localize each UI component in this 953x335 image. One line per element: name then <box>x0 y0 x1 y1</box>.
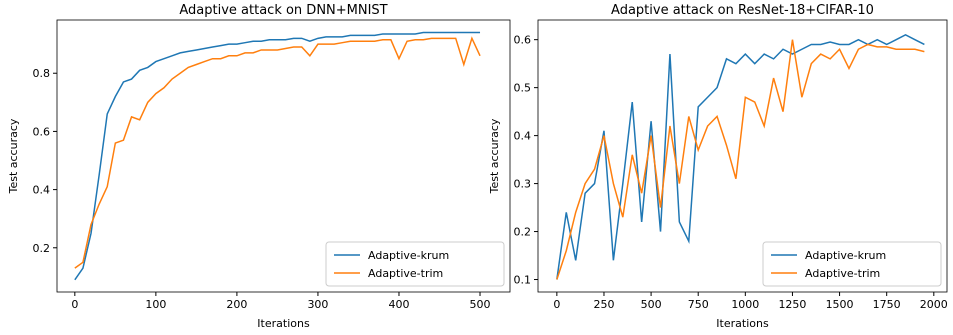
x-tick-label: 100 <box>145 298 166 311</box>
x-axis-label: Iterations <box>716 317 769 330</box>
subplot: Adaptive attack on ResNet-18+CIFAR-10 Ite… <box>488 3 948 330</box>
x-tick-label: 1750 <box>873 298 901 311</box>
legend-label: Adaptive-krum <box>368 249 449 262</box>
x-tick-label: 0 <box>71 298 78 311</box>
legend-label: Adaptive-trim <box>368 267 443 280</box>
data-line <box>556 34 925 280</box>
x-tick-label: 1500 <box>826 298 854 311</box>
axes-frame <box>537 19 948 293</box>
data-line <box>556 39 925 280</box>
y-axis-label: Test accuracy <box>488 118 501 194</box>
y-tick-label: 0.4 <box>514 130 532 143</box>
y-tick-label: 0.2 <box>33 242 51 255</box>
x-tick-label: 500 <box>641 298 662 311</box>
data-line <box>74 31 481 281</box>
chart-title: Adaptive attack on DNN+MNIST <box>179 3 387 18</box>
x-tick-label: 1000 <box>731 298 759 311</box>
x-tick-label: 250 <box>593 298 614 311</box>
y-tick-label: 0.6 <box>514 34 532 47</box>
x-tick-label: 500 <box>470 298 491 311</box>
x-tick-label: 0 <box>553 298 560 311</box>
x-axis-label: Iterations <box>257 317 310 330</box>
legend-box <box>762 241 942 287</box>
data-line <box>74 36 481 269</box>
y-tick-label: 0.4 <box>33 184 51 197</box>
x-tick-label: 400 <box>388 298 409 311</box>
y-tick-label: 0.1 <box>514 274 532 287</box>
y-tick-label: 0.6 <box>33 125 51 138</box>
legend-label: Adaptive-trim <box>805 267 880 280</box>
y-axis-label: Test accuracy <box>7 118 20 194</box>
legend: Adaptive-krum Adaptive-trim <box>325 241 505 287</box>
legend-label: Adaptive-krum <box>805 249 886 262</box>
chart-title: Adaptive attack on ResNet-18+CIFAR-10 <box>611 3 874 18</box>
axes-frame <box>56 19 511 293</box>
x-tick-label: 750 <box>688 298 709 311</box>
x-tick-label: 200 <box>226 298 247 311</box>
legend-box <box>325 241 505 287</box>
x-tick-label: 1250 <box>778 298 806 311</box>
y-tick-label: 0.2 <box>514 226 532 239</box>
y-tick-label: 0.8 <box>33 67 51 80</box>
y-tick-label: 0.5 <box>514 82 532 95</box>
subplot: Adaptive attack on DNN+MNIST Iterations Te… <box>7 3 511 330</box>
x-tick-label: 300 <box>307 298 328 311</box>
x-tick-label: 2000 <box>920 298 948 311</box>
legend: Adaptive-krum Adaptive-trim <box>762 241 942 287</box>
y-tick-label: 0.3 <box>514 178 532 191</box>
